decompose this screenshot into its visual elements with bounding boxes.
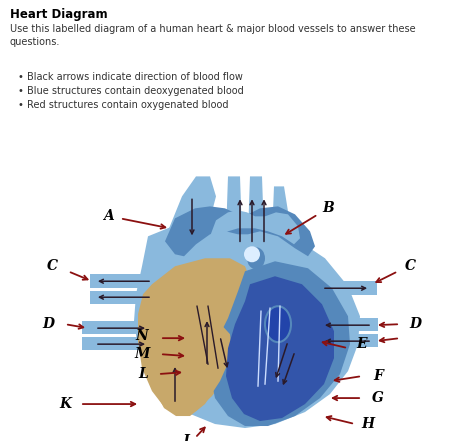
Text: Heart Diagram: Heart Diagram: [10, 8, 108, 21]
Text: L: L: [138, 367, 148, 381]
Text: C: C: [46, 259, 57, 273]
Ellipse shape: [265, 306, 291, 342]
Text: N: N: [136, 329, 148, 343]
Text: E: E: [357, 337, 367, 351]
Ellipse shape: [244, 246, 260, 262]
Bar: [90, 291, 165, 304]
Text: H: H: [362, 417, 374, 431]
Text: F: F: [373, 369, 383, 383]
Polygon shape: [210, 210, 300, 244]
Bar: [318, 334, 378, 347]
Ellipse shape: [247, 247, 265, 269]
Polygon shape: [165, 206, 315, 256]
Text: D: D: [42, 317, 54, 331]
Text: • Blue structures contain deoxygenated blood: • Blue structures contain deoxygenated b…: [18, 86, 244, 96]
Text: A: A: [103, 209, 113, 223]
Text: J: J: [182, 434, 189, 441]
Polygon shape: [272, 187, 292, 236]
Text: • Black arrows indicate direction of blood flow: • Black arrows indicate direction of blo…: [18, 72, 243, 82]
Polygon shape: [152, 318, 232, 416]
Text: D: D: [409, 317, 421, 331]
Bar: [312, 281, 377, 295]
Polygon shape: [165, 176, 216, 238]
Polygon shape: [226, 176, 242, 234]
Bar: [82, 337, 154, 350]
Text: G: G: [372, 391, 384, 405]
Polygon shape: [138, 258, 252, 414]
Polygon shape: [134, 218, 360, 428]
Bar: [90, 274, 165, 288]
Text: C: C: [404, 259, 416, 273]
Bar: [318, 318, 378, 331]
Polygon shape: [210, 261, 350, 426]
Text: • Red structures contain oxygenated blood: • Red structures contain oxygenated bloo…: [18, 101, 228, 110]
Text: K: K: [59, 397, 71, 411]
Bar: [82, 321, 154, 334]
Text: Use this labelled diagram of a human heart & major blood vessels to answer these: Use this labelled diagram of a human hea…: [10, 24, 416, 47]
Text: B: B: [322, 202, 334, 215]
Text: M: M: [134, 347, 150, 361]
Polygon shape: [226, 276, 334, 421]
Polygon shape: [248, 176, 264, 234]
